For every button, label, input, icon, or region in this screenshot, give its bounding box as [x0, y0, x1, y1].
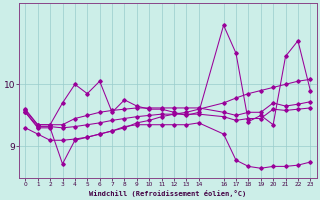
X-axis label: Windchill (Refroidissement éolien,°C): Windchill (Refroidissement éolien,°C) — [89, 190, 246, 197]
